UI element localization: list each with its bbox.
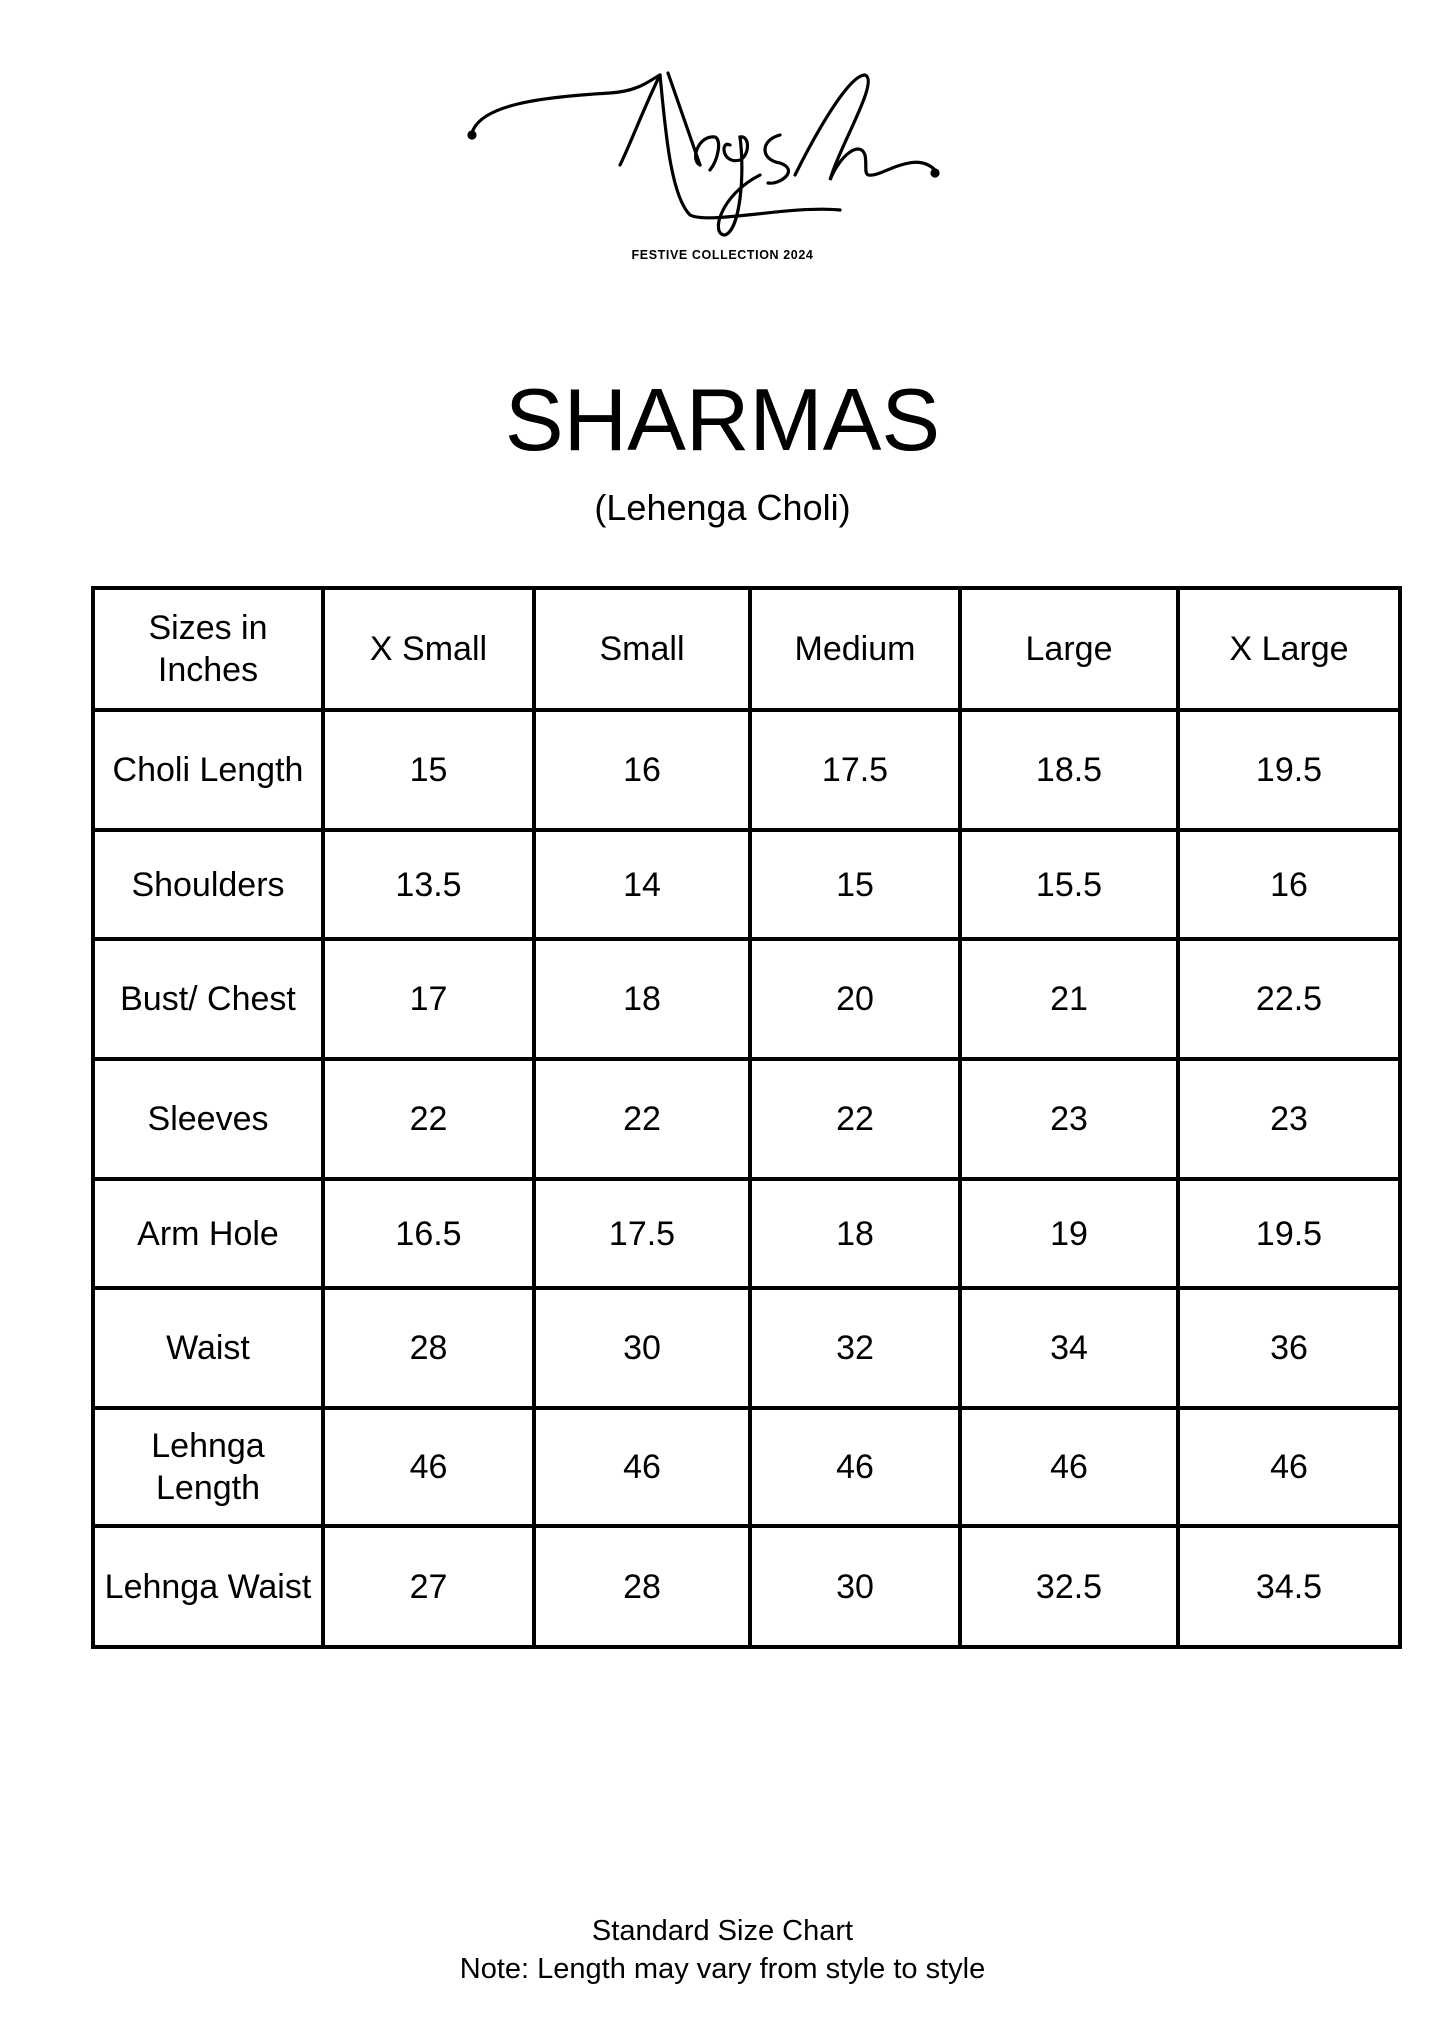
table-cell: 34.5 xyxy=(1176,1524,1402,1649)
table-row: Arm Hole 16.5 17.5 18 19 19.5 xyxy=(91,1177,1402,1290)
table-cell: 23 xyxy=(1176,1057,1402,1181)
footer-line-2: Note: Length may vary from style to styl… xyxy=(459,1953,986,1985)
table-cell: 36 xyxy=(1176,1286,1402,1410)
table-cell: 46 xyxy=(321,1406,536,1528)
row-label: Choli Length xyxy=(91,708,325,832)
table-cell: 15.5 xyxy=(958,828,1180,941)
column-header: X Small xyxy=(321,586,536,712)
table-cell: 16.5 xyxy=(321,1177,536,1290)
table-cell: 30 xyxy=(748,1524,962,1649)
table-cell: 13.5 xyxy=(321,828,536,941)
table-cell: 32.5 xyxy=(958,1524,1180,1649)
table-cell: 17.5 xyxy=(532,1177,752,1290)
brand-tagline: FESTIVE COLLECTION 2024 xyxy=(631,248,814,262)
row-label: Bust/ Chest xyxy=(91,937,325,1061)
table-row: Sleeves 22 22 22 23 23 xyxy=(91,1057,1402,1181)
table-cell: 22 xyxy=(532,1057,752,1181)
table-cell: 19 xyxy=(958,1177,1180,1290)
table-cell: 16 xyxy=(1176,828,1402,941)
column-header: Medium xyxy=(748,586,962,712)
page-title: SHARMAS xyxy=(504,370,941,469)
table-cell: 14 xyxy=(532,828,752,941)
column-header: Large xyxy=(958,586,1180,712)
footer-line-1: Standard Size Chart xyxy=(591,1915,854,1947)
table-cell: 19.5 xyxy=(1176,708,1402,832)
table-row: Shoulders 13.5 14 15 15.5 16 xyxy=(91,828,1402,941)
row-label: Lehnga Length xyxy=(91,1406,325,1528)
table-cell: 16 xyxy=(532,708,752,832)
table-header-row: Sizes in Inches X Small Small Medium Large X … xyxy=(91,586,1402,712)
table-cell: 28 xyxy=(532,1524,752,1649)
table-cell: 18 xyxy=(532,937,752,1061)
page-subtitle: (Lehenga Choli) xyxy=(594,487,851,528)
table-cell: 27 xyxy=(321,1524,536,1649)
table-cell: 21 xyxy=(958,937,1180,1061)
footer-note: Standard Size Chart Note: Length may var… xyxy=(0,1912,1445,1988)
row-label: Shoulders xyxy=(91,828,325,941)
row-label: Arm Hole xyxy=(91,1177,325,1290)
table-row: Waist 28 30 32 34 36 xyxy=(91,1286,1402,1410)
row-label: Lehnga Waist xyxy=(91,1524,325,1649)
naqsh-logo xyxy=(467,71,940,237)
table-cell: 15 xyxy=(748,828,962,941)
table-cell: 17 xyxy=(321,937,536,1061)
table-cell: 30 xyxy=(532,1286,752,1410)
table-cell: 18.5 xyxy=(958,708,1180,832)
table-cell: 32 xyxy=(748,1286,962,1410)
table-cell: 22 xyxy=(748,1057,962,1181)
column-header: X Large xyxy=(1176,586,1402,712)
table-cell: 17.5 xyxy=(748,708,962,832)
table-cell: 19.5 xyxy=(1176,1177,1402,1290)
table-row: Lehnga Length 46 46 46 46 46 xyxy=(91,1406,1402,1528)
table-cell: 46 xyxy=(1176,1406,1402,1528)
table-cell: 20 xyxy=(748,937,962,1061)
row-label: Sleeves xyxy=(91,1057,325,1181)
table-cell: 18 xyxy=(748,1177,962,1290)
table-cell: 15 xyxy=(321,708,536,832)
table-row: Lehnga Waist 27 28 30 32.5 34.5 xyxy=(91,1524,1402,1649)
table-cell: 22 xyxy=(321,1057,536,1181)
table-row: Bust/ Chest 17 18 20 21 22.5 xyxy=(91,937,1402,1061)
column-header: Sizes in Inches xyxy=(91,586,325,712)
table-cell: 23 xyxy=(958,1057,1180,1181)
table-row: Choli Length 15 16 17.5 18.5 19.5 xyxy=(91,708,1402,832)
table-cell: 22.5 xyxy=(1176,937,1402,1061)
row-label: Waist xyxy=(91,1286,325,1410)
column-header: Small xyxy=(532,586,752,712)
table-cell: 34 xyxy=(958,1286,1180,1410)
size-chart-table: Sizes in Inches X Small Small Medium Large X … xyxy=(91,586,1402,1649)
table-cell: 46 xyxy=(958,1406,1180,1528)
table-cell: 46 xyxy=(532,1406,752,1528)
table-cell: 28 xyxy=(321,1286,536,1410)
table-cell: 46 xyxy=(748,1406,962,1528)
